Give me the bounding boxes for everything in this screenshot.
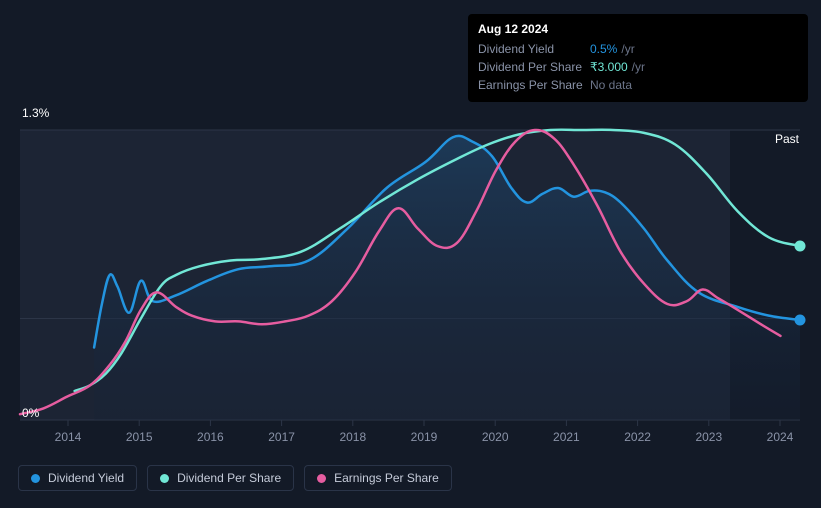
x-axis-tick: 2024 [767,430,794,444]
tooltip-row: Dividend Yield0.5% /yr [478,40,798,58]
x-axis-tick: 2020 [482,430,509,444]
x-axis-labels: 2014 2015 2016 2017 2018 2019 2020 2021 2022 2023… [0,430,821,450]
tooltip-row-value: 0.5% [590,42,617,56]
tooltip-row-label: Dividend Per Share [478,60,590,74]
x-axis-tick: 2016 [197,430,224,444]
series-end-dot [795,314,806,325]
legend-dot-icon [31,474,40,483]
tooltip-row-value: ₹3.000 [590,60,628,74]
legend-item-label: Dividend Per Share [177,471,281,485]
legend-dot-icon [317,474,326,483]
tooltip-row: Dividend Per Share₹3.000/yr [478,58,798,76]
tooltip-row-unit: /yr [621,42,634,56]
tooltip-row-value: No data [590,78,632,92]
x-axis-tick: 2014 [55,430,82,444]
legend-item-label: Dividend Yield [48,471,124,485]
x-axis-tick: 2019 [411,430,438,444]
tooltip-row-label: Earnings Per Share [478,78,590,92]
tooltip-rows: Dividend Yield0.5%/yrDividend Per Share₹… [478,40,798,94]
legend-item[interactable]: Dividend Yield [18,465,137,491]
y-axis-min-label: 0% [22,406,39,420]
x-axis-tick: 2017 [268,430,295,444]
legend-item[interactable]: Dividend Per Share [147,465,294,491]
tooltip-row-unit: /yr [632,60,645,74]
x-axis-tick: 2022 [624,430,651,444]
chart-legend: Dividend Yield Dividend Per Share Earnings… [18,465,452,491]
tooltip-date: Aug 12 2024 [478,20,798,40]
past-label: Past [775,132,799,146]
x-axis-tick: 2023 [695,430,722,444]
tooltip-row-label: Dividend Yield [478,42,590,56]
tooltip-row: Earnings Per ShareNo data [478,76,798,94]
x-axis-tick: 2015 [126,430,153,444]
legend-item-label: Earnings Per Share [334,471,439,485]
chart-tooltip: Aug 12 2024 Dividend Yield0.5%/yrDividen… [468,14,808,102]
y-axis-max-label: 1.3% [22,106,49,120]
x-axis-tick: 2018 [339,430,366,444]
legend-item[interactable]: Earnings Per Share [304,465,452,491]
legend-dot-icon [160,474,169,483]
series-end-dot [795,241,806,252]
x-axis-tick: 2021 [553,430,580,444]
